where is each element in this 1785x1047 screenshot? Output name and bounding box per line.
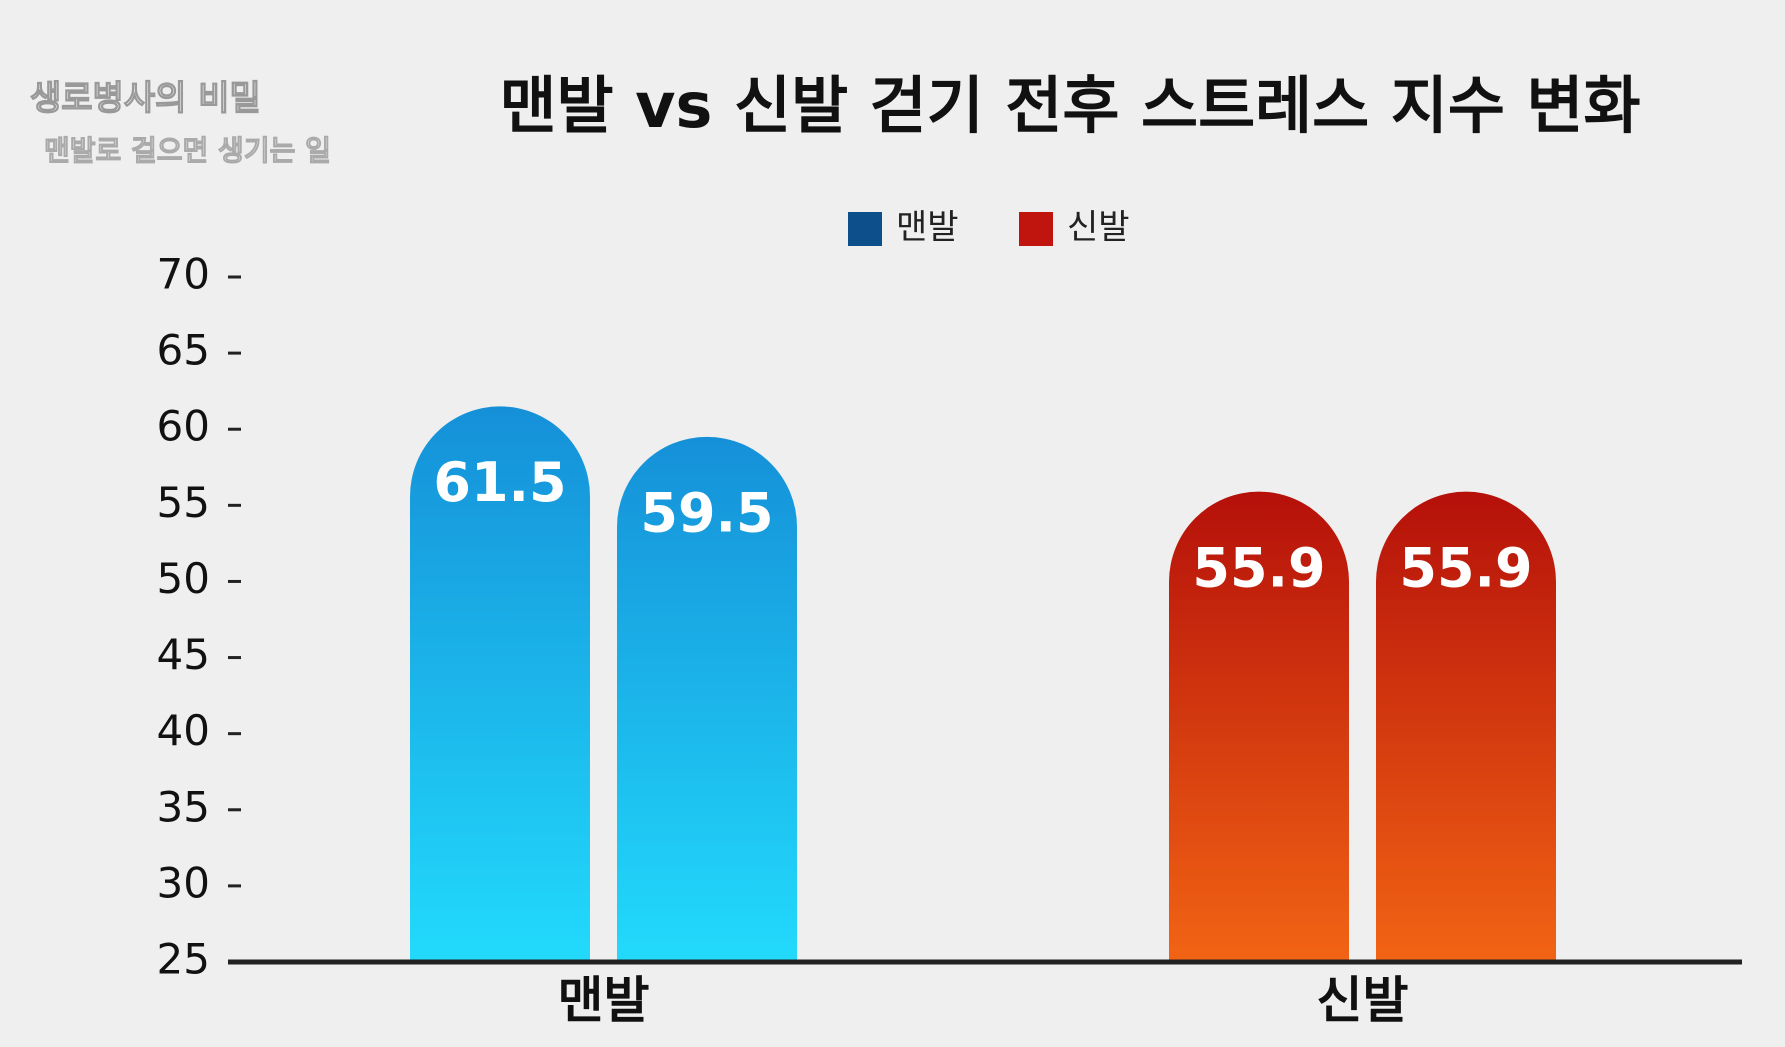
legend-label: 신발 [1067, 208, 1130, 248]
legend-label: 맨발 [896, 208, 959, 248]
value-label: 55.9 [1399, 536, 1532, 599]
y-tick-label: 40 [157, 706, 210, 755]
value-label: 59.5 [640, 481, 773, 544]
y-tick-label: 35 [157, 782, 210, 831]
program-logo: 생로병사의 비밀 [30, 79, 261, 119]
bar [1169, 491, 1349, 962]
bar [617, 436, 797, 962]
y-tick-label: 45 [157, 630, 210, 679]
x-tick-label: 신발 [1317, 972, 1409, 1030]
legend-swatch [848, 212, 882, 246]
y-tick-label: 50 [157, 554, 210, 603]
episode-caption: 맨발로 걸으면 생기는 일 [44, 134, 331, 167]
bar [1376, 491, 1556, 962]
x-tick-label: 맨발 [558, 972, 650, 1030]
legend-swatch [1019, 212, 1053, 246]
y-tick-label: 30 [157, 858, 210, 907]
y-tick-label: 55 [157, 478, 210, 527]
y-tick-label: 70 [157, 250, 210, 299]
bar [410, 406, 590, 962]
chart-title: 맨발 vs 신발 걷기 전후 스트레스 지수 변화 [499, 69, 1640, 142]
y-tick-label: 60 [157, 402, 210, 451]
y-tick-label: 65 [157, 326, 210, 375]
value-label: 61.5 [433, 451, 566, 514]
y-tick-label: 25 [157, 935, 210, 984]
value-label: 55.9 [1192, 536, 1325, 599]
